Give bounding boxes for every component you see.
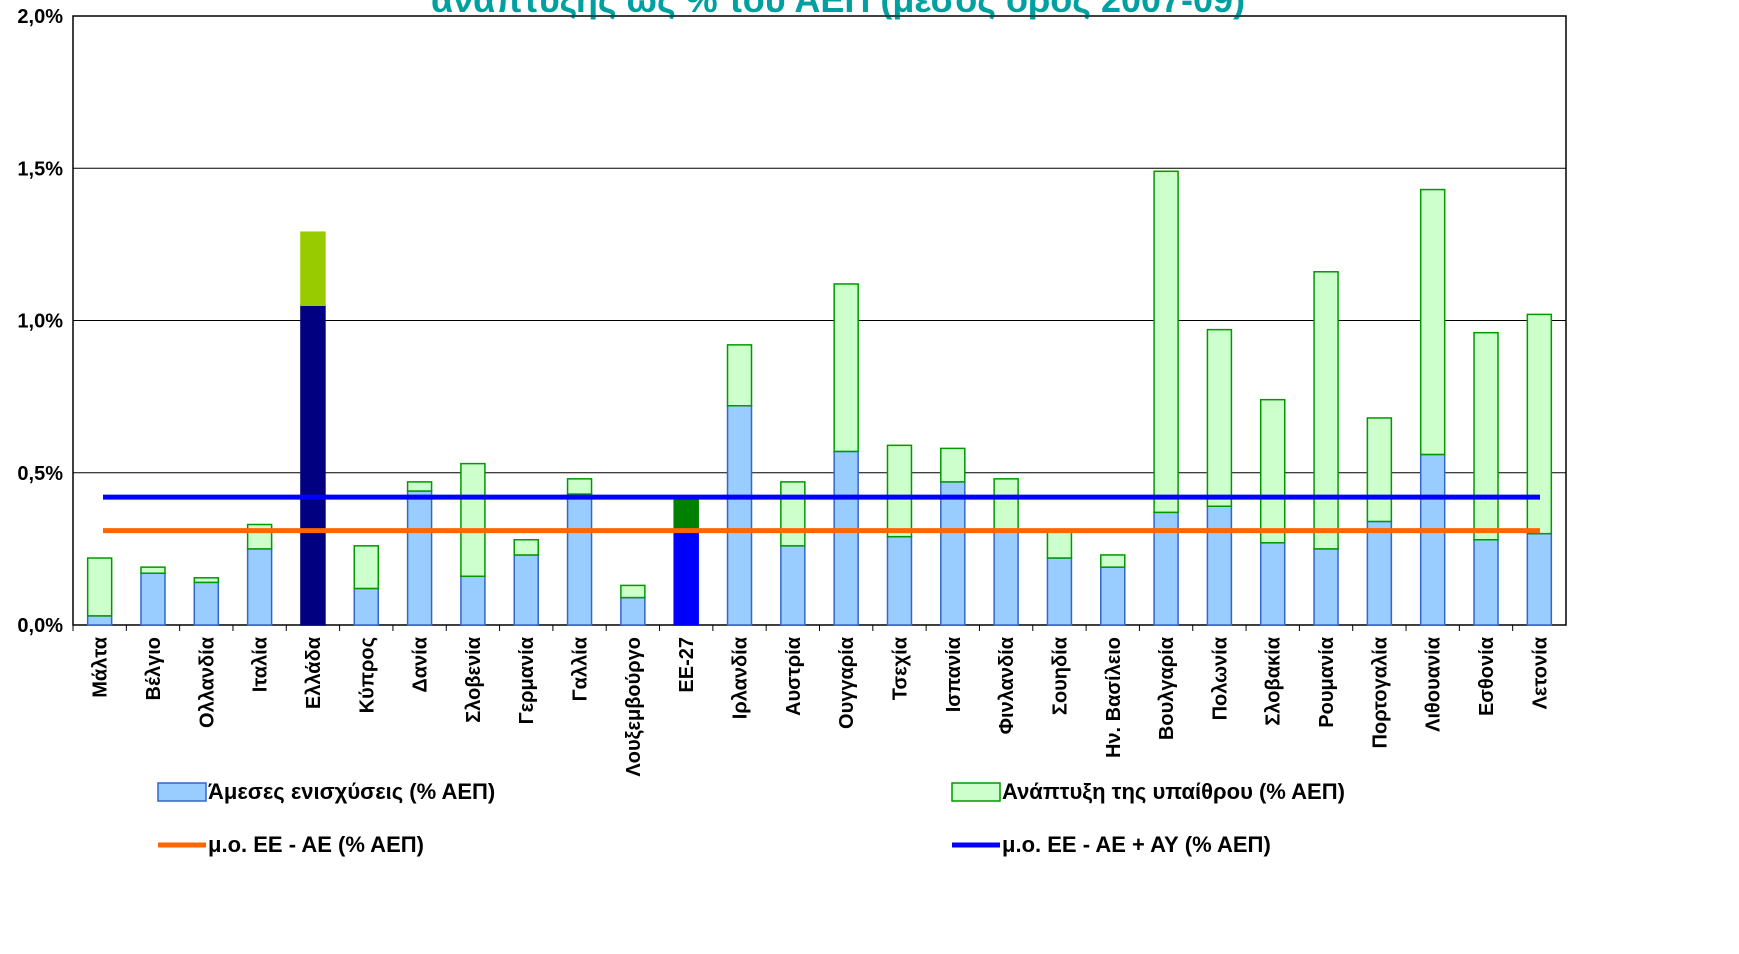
chart-title: ανάπτυξης ως % του ΑΕΠ (μέσος όρος 2007-… — [431, 0, 1245, 20]
bar-segment — [1473, 538, 1499, 626]
x-tick-label: Λουξεμβούργο — [623, 637, 645, 777]
bar-segment — [1046, 557, 1073, 626]
x-tick-label: Κύπρος — [356, 637, 378, 713]
x-tick-label: Ρουμανία — [1316, 636, 1338, 727]
x-tick-label: Ελλάδα — [303, 636, 325, 709]
x-tick-label: ΕΕ-27 — [676, 637, 698, 693]
y-tick-label: 2,0% — [17, 6, 63, 28]
bar-segment — [353, 545, 380, 590]
x-tick-label: Μάλτα — [90, 636, 112, 697]
x-tick-label: Ιρλανδία — [730, 636, 752, 719]
bar-segment — [1100, 554, 1126, 568]
bar-segment — [833, 283, 859, 453]
bar-segment — [406, 481, 433, 492]
bar-segment — [566, 478, 593, 495]
bar-segment — [86, 557, 113, 617]
legend-label: μ.ο. ΕΕ - ΑΕ + ΑΥ (% ΑΕΠ) — [1002, 832, 1271, 857]
bar-segment — [726, 405, 753, 626]
x-tick-label: Εσθονία — [1476, 636, 1498, 716]
bar-segment — [353, 587, 380, 626]
x-tick-label: Βέλγιο — [143, 637, 165, 701]
bar-segment — [246, 548, 273, 626]
x-tick-label: Γερμανία — [516, 636, 538, 724]
x-tick-label: Αυστρία — [783, 636, 805, 716]
x-tick-label: Σλοβενία — [463, 636, 485, 722]
bar-segment — [513, 554, 539, 626]
bar-segment — [1419, 188, 1446, 456]
bar-segment — [193, 577, 220, 584]
bar-segment — [86, 615, 113, 626]
bar-segment — [300, 304, 326, 626]
bar-segment — [673, 496, 699, 532]
x-tick-label: Ολλανδία — [196, 636, 218, 728]
x-tick-label: Ισπανία — [943, 636, 965, 712]
x-tick-label: Σλοβακία — [1263, 636, 1285, 725]
bar-segment — [1366, 417, 1393, 523]
bar-segment — [833, 450, 859, 626]
bar-segment — [1153, 170, 1179, 514]
bar-segment — [1206, 328, 1233, 507]
x-tick-label: Ουγγαρία — [836, 636, 858, 729]
bar-segment — [406, 490, 433, 626]
bar-segment — [460, 462, 486, 578]
bar-segment — [1313, 548, 1339, 626]
bar-segment — [140, 572, 166, 626]
x-tick-label: Ιταλία — [250, 636, 272, 692]
bar-segment — [673, 529, 699, 626]
bar-segment — [1313, 271, 1339, 550]
x-tick-label: Λιθουανία — [1423, 636, 1445, 732]
x-tick-label: Τσεχία — [889, 636, 911, 700]
bar-segment — [140, 566, 166, 574]
y-tick-label: 1,5% — [17, 158, 63, 180]
bar-segment — [1526, 532, 1553, 626]
bar-segment — [566, 493, 593, 626]
x-tick-label: Σουηδία — [1049, 636, 1071, 715]
bar-segment — [300, 231, 326, 307]
y-tick-label: 1,0% — [17, 311, 63, 333]
bar-segment — [1419, 453, 1446, 626]
bar-segment — [1259, 398, 1286, 544]
bar-segment — [1259, 542, 1286, 626]
bar-segment — [620, 596, 646, 626]
bar-segment — [193, 581, 220, 626]
legend-swatch — [951, 782, 1001, 802]
bar-segment — [780, 481, 806, 547]
bar-segment — [886, 444, 913, 538]
x-tick-label: Γαλλία — [570, 636, 592, 701]
bar-segment — [460, 575, 486, 626]
x-tick-label: Φινλανδία — [996, 636, 1018, 734]
bar-segment — [1366, 520, 1393, 626]
bar-segment — [1526, 313, 1553, 535]
bar-segment — [1100, 566, 1126, 626]
legend-swatch — [157, 782, 207, 802]
bar-segment — [940, 447, 966, 483]
y-tick-label: 0,5% — [17, 463, 63, 485]
bar-segment — [620, 584, 646, 599]
bar-segment — [1473, 331, 1499, 541]
y-tick-label: 0,0% — [17, 615, 63, 637]
bar-segment — [780, 545, 806, 626]
bar-segment — [940, 481, 966, 626]
x-tick-label: Πολωνία — [1209, 636, 1231, 720]
legend-label: Ανάπτυξη της υπαίθρου (% ΑΕΠ) — [1002, 779, 1345, 804]
bar-segment — [993, 478, 1019, 532]
bar-segment — [1046, 529, 1073, 559]
bar-segment — [886, 535, 913, 626]
x-tick-label: Δανία — [410, 636, 432, 692]
legend-label: Άμεσες ενισχύσεις (% ΑΕΠ) — [208, 779, 495, 804]
bar-segment — [726, 344, 753, 407]
bar-segment — [513, 538, 539, 556]
x-tick-label: Ην. Βασίλειο — [1103, 637, 1125, 758]
bar-segment — [993, 529, 1019, 626]
bar-segment — [1206, 505, 1233, 626]
x-tick-label: Βουλγαρία — [1156, 636, 1178, 740]
legend-label: μ.ο. ΕΕ - ΑΕ (% ΑΕΠ) — [208, 832, 424, 857]
x-tick-label: Λετονία — [1529, 636, 1551, 709]
x-tick-label: Πορτογαλία — [1369, 636, 1391, 748]
